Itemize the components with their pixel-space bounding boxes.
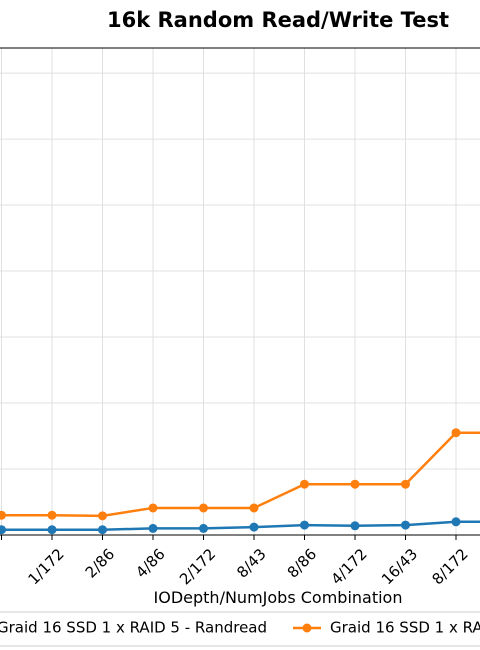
x-tick-label: 4/172: [327, 545, 370, 588]
point: [98, 525, 107, 535]
point: [300, 520, 309, 530]
point: [249, 503, 259, 513]
point: [199, 503, 208, 513]
legend: [0, 611, 480, 647]
legend-marker: [302, 623, 312, 633]
point: [401, 479, 410, 489]
point: [199, 523, 208, 533]
point: [451, 517, 461, 527]
point: [0, 525, 6, 535]
chart-title: 16k Random Read/Write Test: [107, 8, 449, 32]
point: [401, 520, 410, 530]
legend-label: Graid 16 SSD 1 x RAID 5 - Randread: [0, 619, 267, 637]
point: [350, 479, 360, 489]
x-tick-label: 8/43: [233, 545, 270, 582]
point: [47, 525, 57, 535]
plot-area: [0, 428, 480, 535]
point: [47, 510, 57, 520]
point: [451, 428, 461, 438]
legend-items: Graid 16 SSD 1 x RAID 5 - Randread Graid …: [0, 619, 480, 637]
grid: [0, 48, 480, 536]
x-tick-label: 16/43: [378, 545, 421, 588]
point: [249, 522, 259, 532]
point: [350, 521, 360, 531]
point: [148, 503, 158, 513]
x-axis-label: IODepth/NumJobs Combination: [154, 588, 403, 607]
point: [148, 523, 158, 533]
legend-label: Graid 16 SSD 1 x RAI: [330, 619, 480, 637]
point: [98, 511, 107, 521]
x-tick-label: 4/86: [132, 545, 169, 582]
x-tick-label: 1/172: [24, 545, 67, 588]
x-tick-label: 2/86: [82, 545, 119, 582]
series-line: [1, 431, 480, 518]
x-ticks: 1/172 2/86 4/86 2/172 8/43 8/86 4/172 16/43 8/17…: [1, 535, 472, 588]
x-tick-label: 8/86: [284, 545, 321, 582]
x-tick-label: 8/172: [428, 545, 471, 588]
point: [300, 479, 309, 489]
point: [0, 510, 6, 520]
x-tick-label: 2/172: [176, 545, 219, 588]
